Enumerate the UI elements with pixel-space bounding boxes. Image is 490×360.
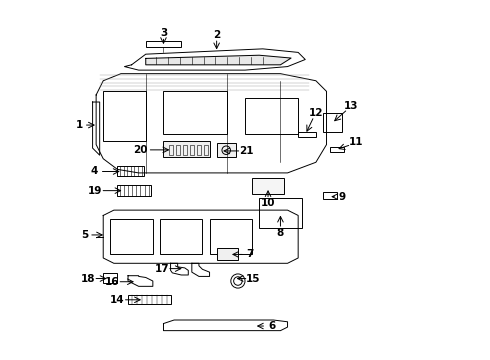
Bar xyxy=(160,219,202,255)
Bar xyxy=(169,145,173,155)
Bar xyxy=(110,219,153,255)
Bar xyxy=(118,185,151,196)
Text: 6: 6 xyxy=(268,321,275,331)
Bar xyxy=(204,145,208,155)
Bar xyxy=(190,145,195,155)
Text: 4: 4 xyxy=(91,166,98,176)
Text: 14: 14 xyxy=(110,295,125,305)
Text: 11: 11 xyxy=(348,137,363,147)
Text: 12: 12 xyxy=(309,108,323,118)
Text: 13: 13 xyxy=(344,100,359,111)
Bar xyxy=(164,141,210,157)
Text: 2: 2 xyxy=(213,30,220,40)
Bar xyxy=(252,178,284,194)
Bar xyxy=(323,192,337,199)
Bar xyxy=(245,99,298,134)
Bar xyxy=(323,113,343,132)
Bar xyxy=(103,273,118,283)
Bar xyxy=(259,198,302,228)
Bar xyxy=(176,145,180,155)
Bar xyxy=(217,144,236,157)
Text: 5: 5 xyxy=(81,230,88,240)
Text: 3: 3 xyxy=(160,28,167,38)
Bar xyxy=(103,91,146,141)
Bar xyxy=(197,145,201,155)
Text: 8: 8 xyxy=(277,228,284,238)
Text: 20: 20 xyxy=(133,145,147,155)
Text: 1: 1 xyxy=(75,120,83,130)
Text: 15: 15 xyxy=(246,274,261,284)
Bar xyxy=(128,295,171,304)
Bar xyxy=(217,248,238,260)
Bar xyxy=(118,166,144,176)
Bar xyxy=(330,147,344,152)
Bar xyxy=(183,145,187,155)
Bar xyxy=(146,41,181,47)
Polygon shape xyxy=(146,55,291,65)
Bar xyxy=(298,132,316,138)
Bar xyxy=(210,219,252,255)
Text: 19: 19 xyxy=(88,186,102,195)
Text: 17: 17 xyxy=(154,264,169,274)
Text: 9: 9 xyxy=(338,192,345,202)
Text: 18: 18 xyxy=(81,274,96,284)
Text: 16: 16 xyxy=(105,277,120,287)
Text: 7: 7 xyxy=(246,249,254,260)
Bar xyxy=(164,91,227,134)
Text: 21: 21 xyxy=(240,146,254,156)
Text: 10: 10 xyxy=(261,198,275,208)
